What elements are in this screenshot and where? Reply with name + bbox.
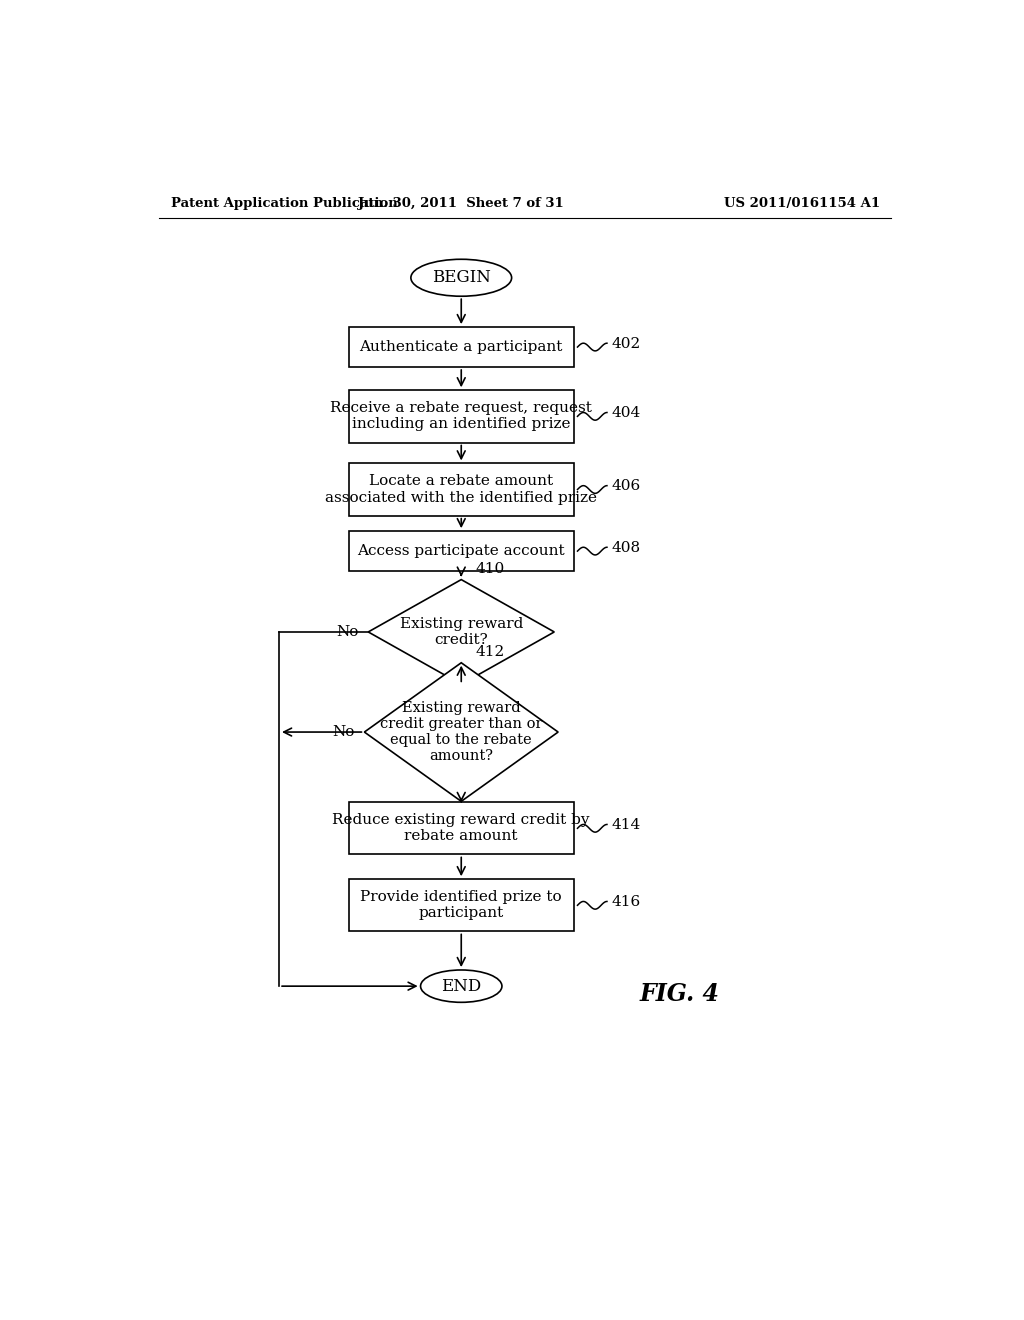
Text: Yes: Yes <box>471 809 496 824</box>
Text: No: No <box>337 624 359 639</box>
Text: Existing reward
credit greater than or
equal to the rebate
amount?: Existing reward credit greater than or e… <box>380 701 543 763</box>
Text: Jun. 30, 2011  Sheet 7 of 31: Jun. 30, 2011 Sheet 7 of 31 <box>358 197 564 210</box>
FancyBboxPatch shape <box>349 879 573 932</box>
Text: 406: 406 <box>611 479 641 494</box>
Text: 402: 402 <box>611 337 641 351</box>
FancyBboxPatch shape <box>349 531 573 572</box>
Text: No: No <box>333 725 355 739</box>
Text: Provide identified prize to
participant: Provide identified prize to participant <box>360 890 562 920</box>
Text: Reduce existing reward credit by
rebate amount: Reduce existing reward credit by rebate … <box>333 813 590 843</box>
Text: Existing reward
credit?: Existing reward credit? <box>399 616 523 647</box>
Polygon shape <box>369 579 554 684</box>
Text: 412: 412 <box>475 645 505 659</box>
Polygon shape <box>365 663 558 801</box>
Text: FIG. 4: FIG. 4 <box>640 982 720 1006</box>
Text: 416: 416 <box>611 895 641 909</box>
Text: Access participate account: Access participate account <box>357 544 565 558</box>
Text: 410: 410 <box>475 562 505 576</box>
Ellipse shape <box>411 259 512 296</box>
Text: 408: 408 <box>611 541 641 554</box>
FancyBboxPatch shape <box>349 803 573 854</box>
Text: 414: 414 <box>611 818 641 832</box>
Text: END: END <box>441 978 481 995</box>
Text: Patent Application Publication: Patent Application Publication <box>171 197 397 210</box>
Ellipse shape <box>421 970 502 1002</box>
FancyBboxPatch shape <box>349 463 573 516</box>
FancyBboxPatch shape <box>349 327 573 367</box>
Text: Receive a rebate request, request
including an identified prize: Receive a rebate request, request includ… <box>331 401 592 432</box>
Text: BEGIN: BEGIN <box>432 269 490 286</box>
Text: US 2011/0161154 A1: US 2011/0161154 A1 <box>724 197 880 210</box>
Text: 404: 404 <box>611 407 641 420</box>
Text: Authenticate a participant: Authenticate a participant <box>359 341 563 354</box>
FancyBboxPatch shape <box>349 391 573 442</box>
Text: Yes: Yes <box>471 692 496 706</box>
Text: Locate a rebate amount
associated with the identified prize: Locate a rebate amount associated with t… <box>326 474 597 504</box>
